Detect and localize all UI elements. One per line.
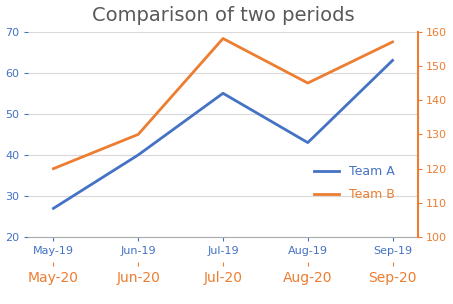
Team B — [220, 37, 226, 40]
Team B — [390, 40, 395, 44]
Team A — [390, 59, 395, 62]
Team B — [135, 133, 141, 136]
Team A — [220, 92, 226, 95]
Team A — [305, 141, 310, 144]
Line: Team B: Team B — [53, 39, 393, 169]
Team B — [305, 81, 310, 85]
Team B — [51, 167, 56, 171]
Title: Comparison of two periods: Comparison of two periods — [92, 5, 354, 25]
Team A — [51, 206, 56, 210]
Legend: Team A, Team B: Team A, Team B — [309, 160, 400, 206]
Line: Team A: Team A — [53, 60, 393, 208]
Team A — [135, 153, 141, 157]
